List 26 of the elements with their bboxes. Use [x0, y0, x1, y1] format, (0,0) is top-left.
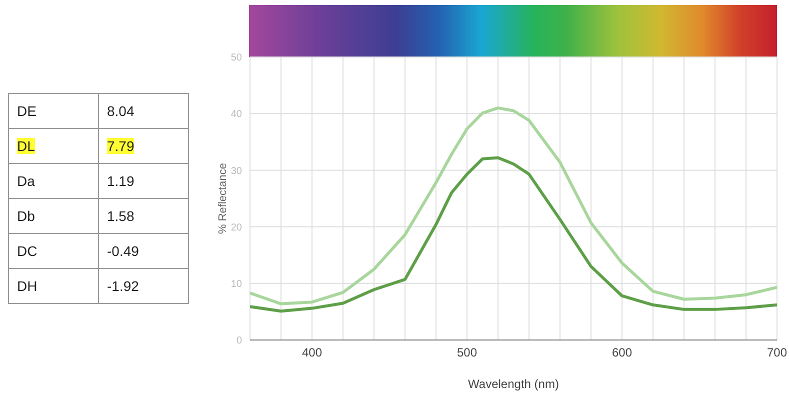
y-tick-label: 40: [230, 109, 242, 120]
data-label: 7.79: [107, 138, 134, 154]
y-axis-title: % Reflectance: [216, 163, 229, 234]
y-tick-label: 30: [230, 166, 242, 177]
category-label: DH: [17, 278, 38, 294]
x-tick-label: 400: [302, 346, 322, 360]
data-label: 1.19: [107, 173, 134, 189]
data-label: 8.04: [107, 103, 134, 119]
line-series: [250, 106, 777, 306]
x-tick-label: 500: [456, 346, 478, 360]
category-label: Da: [17, 173, 35, 189]
category-label: DE: [17, 103, 36, 119]
line-series: [250, 156, 777, 313]
y-tick-label: 20: [230, 222, 242, 234]
data-label: 1.58: [107, 208, 134, 224]
category-label: Db: [17, 208, 35, 224]
data-label: -1.92: [107, 278, 139, 294]
x-tick-label: 700: [766, 346, 788, 360]
y-tick-label: 0: [236, 336, 242, 347]
x-tick-label: 600: [612, 346, 632, 360]
y-tick-label: 50: [230, 52, 242, 64]
data-label: -0.49: [107, 243, 139, 259]
x-axis-title: Wavelength (nm): [468, 377, 559, 391]
category-label: DC: [17, 243, 38, 259]
y-tick-label: 10: [230, 278, 242, 290]
category-label: DL: [17, 138, 35, 154]
